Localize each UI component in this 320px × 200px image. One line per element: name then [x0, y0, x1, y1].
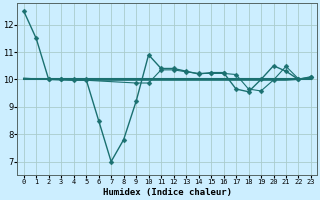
X-axis label: Humidex (Indice chaleur): Humidex (Indice chaleur) — [103, 188, 232, 197]
